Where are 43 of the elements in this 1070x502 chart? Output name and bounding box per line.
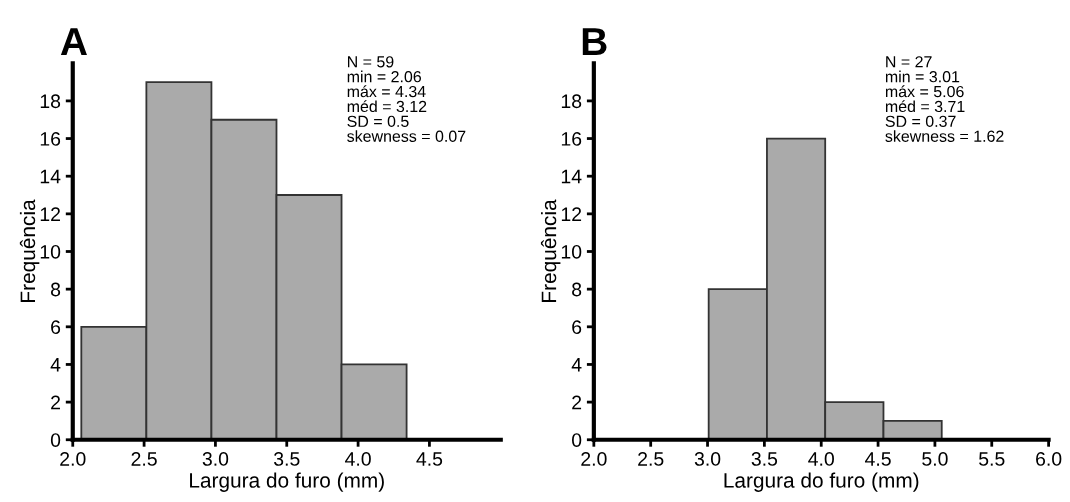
x-axis-title: Largura do furo (mm) bbox=[190, 472, 384, 492]
y-tick-label: 0 bbox=[50, 433, 61, 447]
x-tick-label: 4.5 bbox=[416, 452, 443, 466]
y-tick-label: 2 bbox=[572, 395, 582, 410]
y-tick-label: 8 bbox=[50, 282, 61, 297]
y-tick-label: 0 bbox=[571, 433, 582, 447]
x-tick-label: 4.0 bbox=[808, 452, 834, 466]
x-tick-label: 3.0 bbox=[694, 452, 721, 466]
x-tick-label: 3.5 bbox=[751, 452, 778, 466]
x-tick-label: 2.5 bbox=[638, 452, 664, 466]
chart-title: A bbox=[60, 28, 87, 55]
x-tick-label: 5.0 bbox=[922, 452, 948, 466]
x-tick-label: 2.5 bbox=[131, 452, 157, 466]
x-tick-label: 4.5 bbox=[865, 452, 891, 466]
y-tick-label: 16 bbox=[40, 132, 61, 146]
y-tick-label: 18 bbox=[40, 94, 61, 109]
y-tick-label: 4 bbox=[571, 358, 582, 372]
x-tick-label: 3.5 bbox=[273, 452, 300, 466]
y-axis-title: Frequência bbox=[19, 199, 40, 302]
y-tick-label: 14 bbox=[561, 169, 582, 184]
y-axis-title: Frequência bbox=[540, 199, 561, 302]
y-tick-label: 8 bbox=[572, 282, 582, 297]
x-tick-label: 3.0 bbox=[202, 452, 229, 466]
y-tick-label: 18 bbox=[561, 94, 582, 109]
y-tick-label: 10 bbox=[561, 244, 582, 259]
x-tick-label: 5.5 bbox=[979, 452, 1005, 466]
annotation: N = 59 min = 2.06 máx = 4.34 méd = 3.12 SD = 0.5 skewness = 0.07 bbox=[347, 56, 466, 142]
x-tick-label: 4.0 bbox=[345, 452, 371, 466]
y-tick-label: 12 bbox=[561, 207, 582, 221]
x-tick-label: 2.0 bbox=[581, 452, 607, 466]
x-tick-label: 2.0 bbox=[60, 452, 86, 466]
y-tick-label: 10 bbox=[40, 244, 61, 259]
y-tick-label: 2 bbox=[51, 395, 60, 410]
y-tick-label: 6 bbox=[572, 320, 582, 335]
chart-title: B bbox=[582, 28, 607, 55]
x-axis-title: Largura do furo (mm) bbox=[724, 472, 919, 492]
y-tick-label: 14 bbox=[40, 169, 61, 184]
y-tick-label: 6 bbox=[51, 320, 61, 335]
y-tick-label: 4 bbox=[50, 358, 61, 372]
x-tick-label: 6.0 bbox=[1036, 452, 1062, 466]
annotation: N = 27 min = 3.01 máx = 5.06 méd = 3.71 SD = 0.37 skewness = 1.62 bbox=[885, 56, 1004, 142]
y-tick-label: 16 bbox=[561, 132, 582, 146]
y-tick-label: 12 bbox=[40, 207, 60, 221]
